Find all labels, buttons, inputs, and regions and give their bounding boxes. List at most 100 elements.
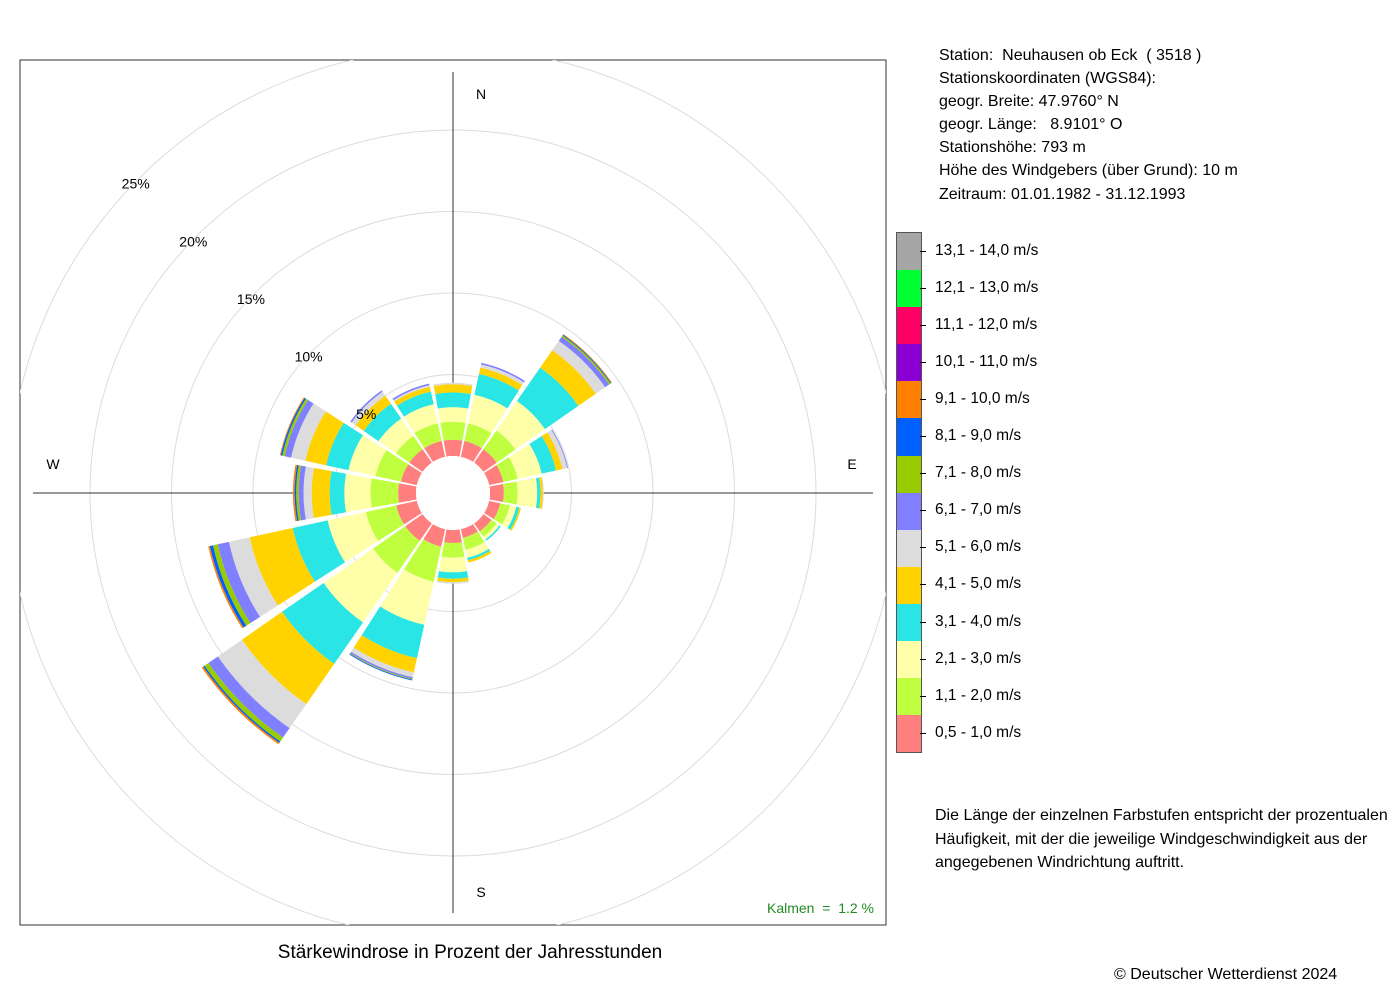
sector-ONO-class-1 <box>484 465 504 486</box>
sector-SSW-class-1 <box>423 524 446 547</box>
sensor-height: Höhe des Windgebers (über Grund): 10 m <box>939 162 1238 180</box>
legend-swatch <box>897 492 921 530</box>
station-latitude: geogr. Breite: 47.9760° N <box>939 93 1119 111</box>
sector-WNW-class-4 <box>326 422 363 471</box>
legend-swatch <box>897 381 921 419</box>
sector-WNW-class-9 <box>280 397 306 456</box>
sector-W-class-1 <box>398 483 417 503</box>
sector-NW-class-4 <box>363 403 402 442</box>
sector-WSW-class-4 <box>292 520 346 582</box>
sector-NNO-class-6 <box>480 364 525 386</box>
legend-swatch <box>897 307 921 345</box>
radial-tick-label-10: 10% <box>295 349 323 365</box>
sector-SO-class-2 <box>479 519 497 537</box>
copyright: © Deutscher Wetterdienst 2024 <box>1114 966 1338 983</box>
sector-NNW-class-5 <box>394 386 431 406</box>
sector-NNW-class-6 <box>393 385 430 402</box>
sector-WSW-class-9 <box>209 545 247 628</box>
sector-SW-class-6 <box>217 639 307 729</box>
legend-tick <box>920 621 926 623</box>
sector-WSW-class-7 <box>217 541 261 624</box>
legend-tick <box>920 287 926 289</box>
legend-tick <box>920 510 926 512</box>
compass-label-east: E <box>847 456 856 472</box>
sector-NNW-class-3 <box>403 404 438 434</box>
sector-NNO-class-2 <box>464 423 492 449</box>
sector-SO-class-4 <box>485 525 501 541</box>
sector-S-class-5 <box>437 577 469 583</box>
sector-NO-class-6 <box>552 340 606 394</box>
sector-WSW-class-3 <box>327 511 378 563</box>
legend-label: 6,1 - 7,0 m/s <box>935 501 1022 519</box>
legend-tick <box>920 436 926 438</box>
legend-tick <box>920 473 926 475</box>
sector-NNO-class-4 <box>474 374 519 409</box>
sector-WSW-class-8 <box>212 544 251 626</box>
sector-WNW-class-1 <box>400 464 422 486</box>
sector-SSW-class-6 <box>351 647 414 678</box>
sector-NW-class-7 <box>350 390 383 423</box>
sector-WSW-class-1 <box>396 500 422 525</box>
sector-W-class-8 <box>296 465 302 521</box>
sector-NO-class-1 <box>474 449 497 472</box>
sector-S-class-4 <box>437 571 469 579</box>
sector-NNO-class-3 <box>468 394 508 434</box>
sector-WSW-class-10 <box>208 546 244 629</box>
legend-label: 12,1 - 13,0 m/s <box>935 278 1039 296</box>
sector-O-class-3 <box>516 478 538 508</box>
legend-label: 8,1 - 9,0 m/s <box>935 427 1022 445</box>
sector-NNO-class-7 <box>481 362 525 383</box>
legend-tick <box>920 732 926 734</box>
sector-OSO-class-1 <box>484 500 501 520</box>
sector-WNW-class-6 <box>291 403 326 461</box>
legend-tick <box>920 695 926 697</box>
sector-SW-class-4 <box>282 582 364 664</box>
sector-SW-class-2 <box>373 526 420 573</box>
legend-swatch <box>897 678 921 716</box>
legend-swatch <box>897 233 921 271</box>
sector-W-class-10 <box>292 464 298 522</box>
sector-NW-class-3 <box>378 418 414 454</box>
legend-label: 10,1 - 11,0 m/s <box>935 352 1038 370</box>
sector-NW-class-5 <box>355 395 391 431</box>
station-coordinates-heading: Stationskoordinaten (WGS84): <box>939 70 1156 88</box>
legend-tick <box>920 658 926 660</box>
time-period: Zeitraum: 01.01.1982 - 31.12.1993 <box>939 185 1186 203</box>
legend-tick <box>920 324 926 326</box>
sector-NNW-class-7 <box>392 383 430 401</box>
calm-label: Kalmen = 1.2 % <box>767 900 874 916</box>
sector-S-class-3 <box>438 556 468 573</box>
sector-SSW-class-3 <box>380 569 434 625</box>
sector-NNW-class-2 <box>414 423 442 449</box>
legend-swatch <box>897 529 921 567</box>
sector-WSW-class-6 <box>228 537 278 617</box>
sector-NO-class-3 <box>496 401 545 450</box>
sector-WNW-class-3 <box>348 435 387 477</box>
legend-tick <box>920 250 926 252</box>
sector-SSO-class-4 <box>467 548 491 561</box>
sector-NO-class-2 <box>483 430 516 463</box>
sector-NO-class-5 <box>540 350 596 406</box>
legend-label: 2,1 - 3,0 m/s <box>935 649 1022 667</box>
sector-W-class-5 <box>311 467 332 519</box>
sector-WNW-class-8 <box>282 398 309 457</box>
legend-label: 9,1 - 10,0 m/s <box>935 389 1030 407</box>
sector-NW-class-6 <box>351 391 386 426</box>
sector-SSO-class-3 <box>465 541 489 558</box>
sector-NW-class-1 <box>409 449 432 472</box>
sector-SW-class-7 <box>208 656 290 738</box>
sector-OSO-class-3 <box>501 505 517 528</box>
sector-NNO-class-1 <box>460 440 482 462</box>
legend-label: 0,5 - 1,0 m/s <box>935 723 1022 741</box>
legend-description: Die Länge der einzelnen Farbstufen entsp… <box>935 807 1388 871</box>
station-altitude: Stationshöhe: 793 m <box>939 139 1086 157</box>
sector-WNW-class-7 <box>284 399 314 458</box>
sector-S-class-1 <box>444 529 462 544</box>
compass-label-north: N <box>476 86 486 102</box>
sector-SW-class-5 <box>241 611 335 705</box>
chart-title: Stärkewindrose in Prozent der Jahresstun… <box>277 942 663 963</box>
sector-SO-class-3 <box>483 523 500 540</box>
sector-W-class-7 <box>298 465 306 521</box>
sector-W-class-4 <box>329 471 346 515</box>
sector-SSW-class-4 <box>361 606 425 659</box>
